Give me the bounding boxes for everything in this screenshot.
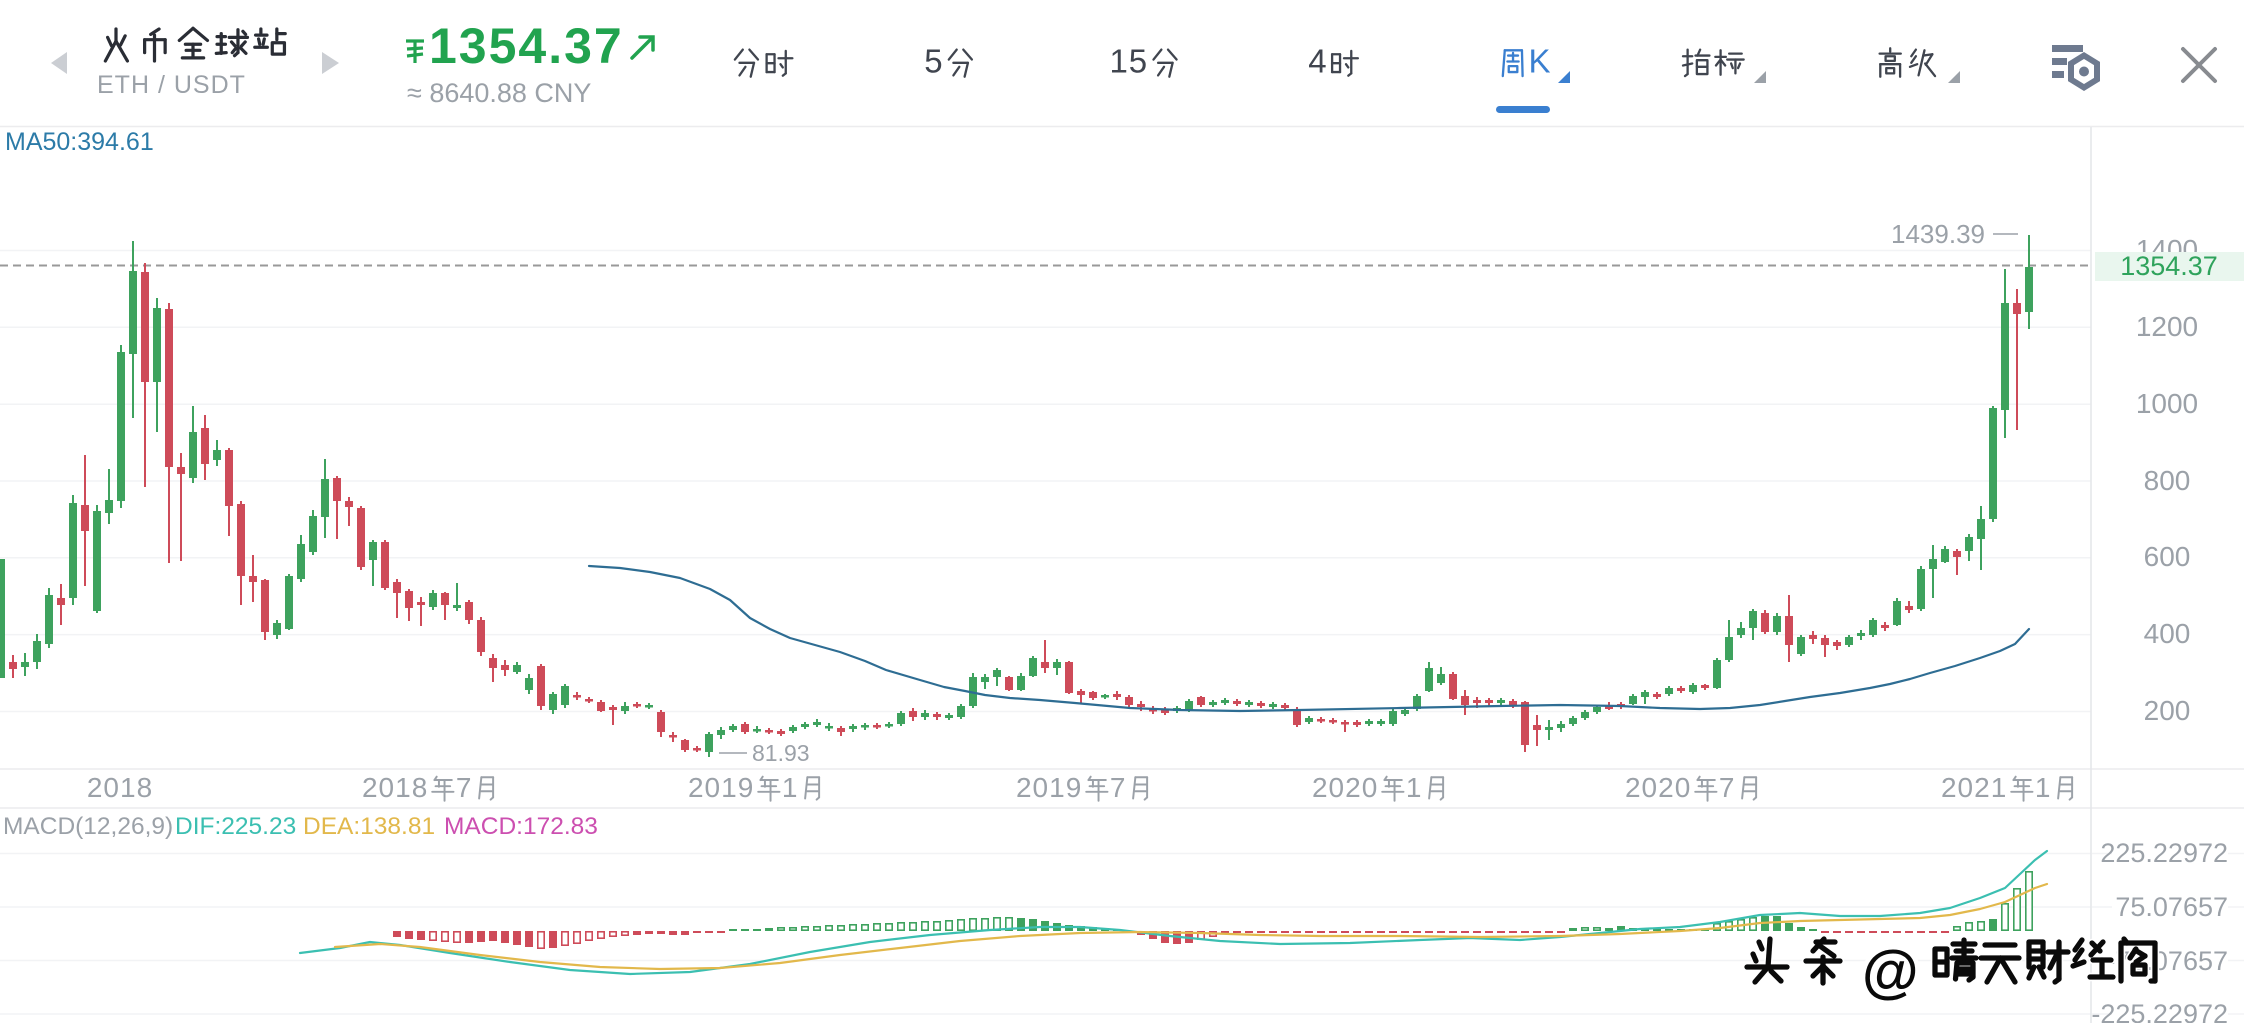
svg-text:8: 8 bbox=[412, 772, 428, 803]
svg-text:≈ 8640.88 CNY: ≈ 8640.88 CNY bbox=[407, 78, 591, 108]
svg-text:-225.22972: -225.22972 bbox=[2091, 999, 2228, 1023]
svg-text:225.22972: 225.22972 bbox=[2100, 838, 2228, 868]
svg-text:5: 5 bbox=[924, 43, 942, 80]
svg-text:K: K bbox=[1529, 43, 1551, 80]
svg-text:81.93: 81.93 bbox=[752, 740, 810, 766]
svg-text:1354.37: 1354.37 bbox=[2120, 251, 2218, 281]
svg-text:MACD(12,26,9): MACD(12,26,9) bbox=[3, 813, 173, 840]
svg-text:1: 1 bbox=[1406, 772, 1422, 803]
svg-text:1000: 1000 bbox=[2136, 388, 2198, 419]
svg-text:4: 4 bbox=[1308, 43, 1326, 80]
svg-text:2: 2 bbox=[1345, 772, 1361, 803]
svg-text:2: 2 bbox=[362, 772, 378, 803]
svg-text:2: 2 bbox=[1312, 772, 1328, 803]
svg-text:75.07657: 75.07657 bbox=[2115, 892, 2228, 922]
svg-text:2: 2 bbox=[1625, 772, 1641, 803]
svg-text:0: 0 bbox=[1362, 772, 1378, 803]
svg-text:1: 1 bbox=[1049, 772, 1065, 803]
svg-text:-75.07657: -75.07657 bbox=[2106, 946, 2228, 976]
svg-text:2: 2 bbox=[688, 772, 704, 803]
svg-text:1: 1 bbox=[1991, 772, 2007, 803]
svg-text:DIF:225.23: DIF:225.23 bbox=[175, 813, 296, 840]
svg-text:2: 2 bbox=[1974, 772, 1990, 803]
svg-text:1: 1 bbox=[395, 772, 411, 803]
svg-text:@: @ bbox=[1862, 939, 1919, 1004]
svg-text:200: 200 bbox=[2144, 695, 2191, 726]
svg-text:2: 2 bbox=[1658, 772, 1674, 803]
svg-text:2: 2 bbox=[1016, 772, 1032, 803]
svg-text:1354.37: 1354.37 bbox=[429, 18, 624, 74]
svg-text:7: 7 bbox=[456, 772, 472, 803]
svg-text:MA50:394.61: MA50:394.61 bbox=[5, 128, 154, 156]
svg-text:0: 0 bbox=[379, 772, 395, 803]
svg-text:0: 0 bbox=[1033, 772, 1049, 803]
svg-text:2: 2 bbox=[87, 772, 103, 803]
svg-text:600: 600 bbox=[2144, 541, 2191, 572]
svg-text:1439.39: 1439.39 bbox=[1891, 219, 1985, 249]
svg-text:ETH / USDT: ETH / USDT bbox=[97, 71, 246, 99]
svg-text:0: 0 bbox=[705, 772, 721, 803]
svg-text:400: 400 bbox=[2144, 618, 2191, 649]
svg-text:DEA:138.81: DEA:138.81 bbox=[303, 813, 435, 840]
svg-text:9: 9 bbox=[738, 772, 754, 803]
svg-text:MACD:172.83: MACD:172.83 bbox=[444, 813, 598, 840]
svg-text:7: 7 bbox=[1110, 772, 1126, 803]
svg-text:1: 1 bbox=[782, 772, 798, 803]
svg-text:9: 9 bbox=[1066, 772, 1082, 803]
svg-text:1: 1 bbox=[721, 772, 737, 803]
svg-text:5: 5 bbox=[1129, 43, 1147, 80]
svg-text:0: 0 bbox=[1675, 772, 1691, 803]
svg-text:0: 0 bbox=[103, 772, 119, 803]
svg-text:1: 1 bbox=[120, 772, 136, 803]
svg-text:800: 800 bbox=[2144, 465, 2191, 496]
svg-text:7: 7 bbox=[1719, 772, 1735, 803]
svg-text:2: 2 bbox=[1941, 772, 1957, 803]
svg-text:0: 0 bbox=[1958, 772, 1974, 803]
svg-text:1: 1 bbox=[2035, 772, 2051, 803]
svg-text:1: 1 bbox=[1110, 43, 1128, 80]
svg-text:1200: 1200 bbox=[2136, 311, 2198, 342]
svg-text:@: @ bbox=[1862, 939, 1919, 1004]
svg-text:8: 8 bbox=[137, 772, 153, 803]
svg-text:0: 0 bbox=[1329, 772, 1345, 803]
svg-text:0: 0 bbox=[1642, 772, 1658, 803]
